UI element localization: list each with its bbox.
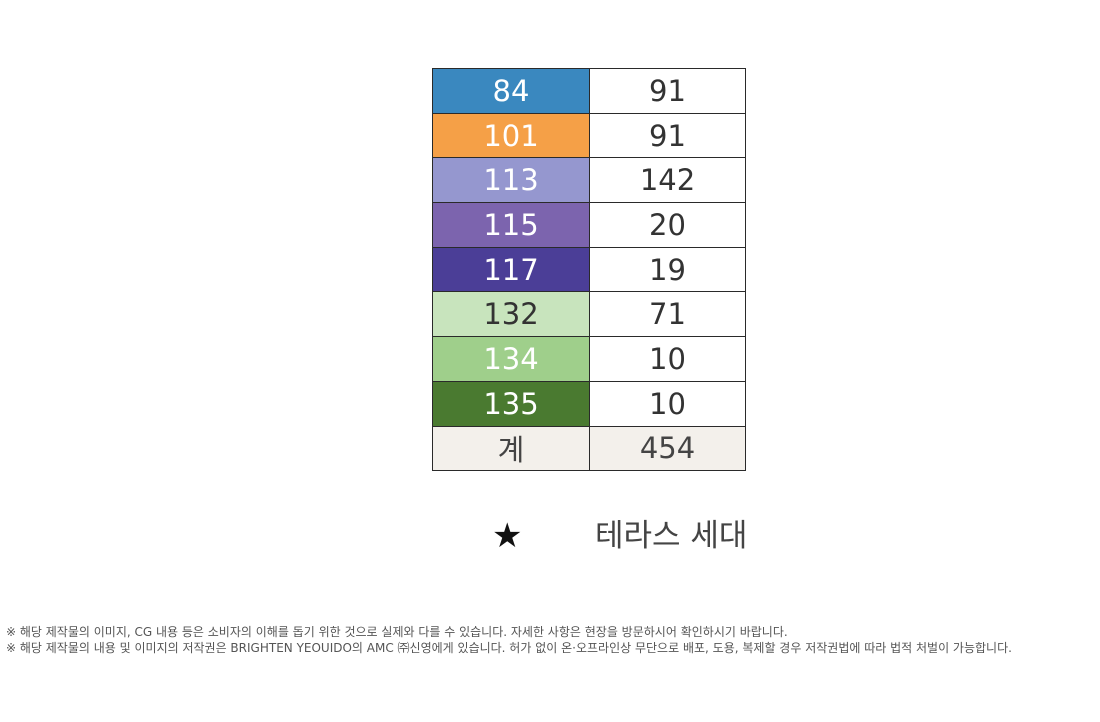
legend-label: 테라스 세대 [595,518,748,554]
table-row: 134 10 [432,336,746,382]
unit-count-cell: 20 [589,202,746,248]
table-row: 117 19 [432,246,746,293]
unit-count-cell: 142 [589,157,746,204]
total-label-cell: 계 [432,425,590,472]
disclaimer: ※ 해당 제작물의 이미지, CG 내용 등은 소비자의 이해를 돕기 위한 것… [6,624,1012,656]
table-row: 113 142 [432,157,746,204]
total-row: 계 454 [432,425,746,472]
unit-type-cell: 117 [432,246,590,293]
unit-count-cell: 10 [589,380,746,427]
unit-type-cell: 134 [432,336,590,382]
unit-count-cell: 19 [589,246,746,293]
unit-type-cell: 84 [432,68,590,114]
unit-count-cell: 91 [589,68,746,114]
unit-count-cell: 10 [589,336,746,382]
unit-type-cell: 113 [432,157,590,204]
disclaimer-line: ※ 해당 제작물의 내용 및 이미지의 저작권은 BRIGHTEN YEOUID… [6,641,1012,655]
table-row: 84 91 [432,68,746,114]
table-row: 101 91 [432,112,746,159]
unit-type-cell: 135 [432,380,590,427]
table-row: 132 71 [432,291,746,338]
unit-type-cell: 115 [432,202,590,248]
table-row: 135 10 [432,380,746,427]
unit-count-table: 84 91 101 91 113 142 115 20 117 19 132 7… [432,68,746,472]
disclaimer-line: ※ 해당 제작물의 이미지, CG 내용 등은 소비자의 이해를 돕기 위한 것… [6,625,788,639]
unit-count-cell: 71 [589,291,746,338]
star-icon: ★ [492,516,523,556]
legend: ★ 테라스 세대 [432,508,748,564]
unit-type-cell: 132 [432,291,590,338]
unit-type-cell: 101 [432,112,590,159]
total-value-cell: 454 [589,425,746,472]
table-row: 115 20 [432,202,746,248]
unit-count-cell: 91 [589,112,746,159]
